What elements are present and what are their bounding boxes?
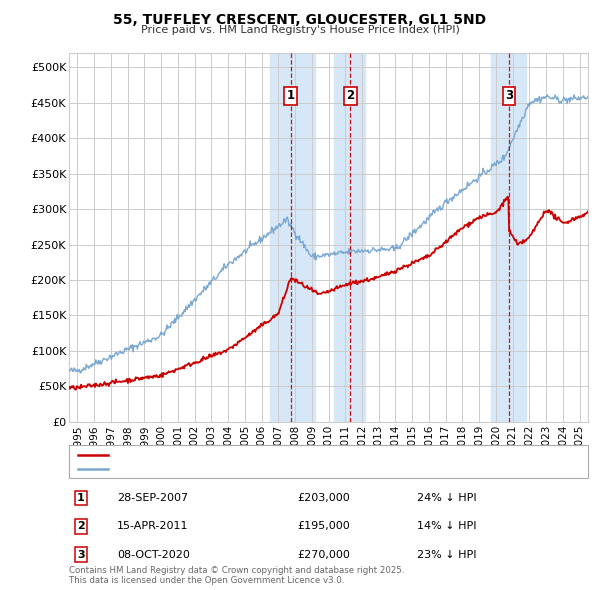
Text: 14% ↓ HPI: 14% ↓ HPI [417,522,476,531]
Text: 15-APR-2011: 15-APR-2011 [117,522,188,531]
Text: HPI: Average price, detached house, Gloucester: HPI: Average price, detached house, Glou… [114,464,364,474]
Text: 2: 2 [77,522,85,531]
Bar [491,53,526,422]
Bar [334,53,365,422]
Text: £195,000: £195,000 [297,522,350,531]
Text: 23% ↓ HPI: 23% ↓ HPI [417,550,476,559]
Text: 1: 1 [287,89,295,102]
Text: 3: 3 [505,89,513,102]
Text: 28-SEP-2007: 28-SEP-2007 [117,493,188,503]
Text: 3: 3 [77,550,85,559]
Text: £270,000: £270,000 [297,550,350,559]
Text: Price paid vs. HM Land Registry's House Price Index (HPI): Price paid vs. HM Land Registry's House … [140,25,460,35]
Text: £203,000: £203,000 [297,493,350,503]
Text: 55, TUFFLEY CRESCENT, GLOUCESTER, GL1 5ND (detached house): 55, TUFFLEY CRESCENT, GLOUCESTER, GL1 5N… [114,450,461,460]
Bar [270,53,315,422]
Text: Contains HM Land Registry data © Crown copyright and database right 2025.
This d: Contains HM Land Registry data © Crown c… [69,566,404,585]
Text: 2: 2 [346,89,354,102]
Text: 08-OCT-2020: 08-OCT-2020 [117,550,190,559]
Text: 55, TUFFLEY CRESCENT, GLOUCESTER, GL1 5ND: 55, TUFFLEY CRESCENT, GLOUCESTER, GL1 5N… [113,13,487,27]
Text: 1: 1 [77,493,85,503]
Text: 24% ↓ HPI: 24% ↓ HPI [417,493,476,503]
